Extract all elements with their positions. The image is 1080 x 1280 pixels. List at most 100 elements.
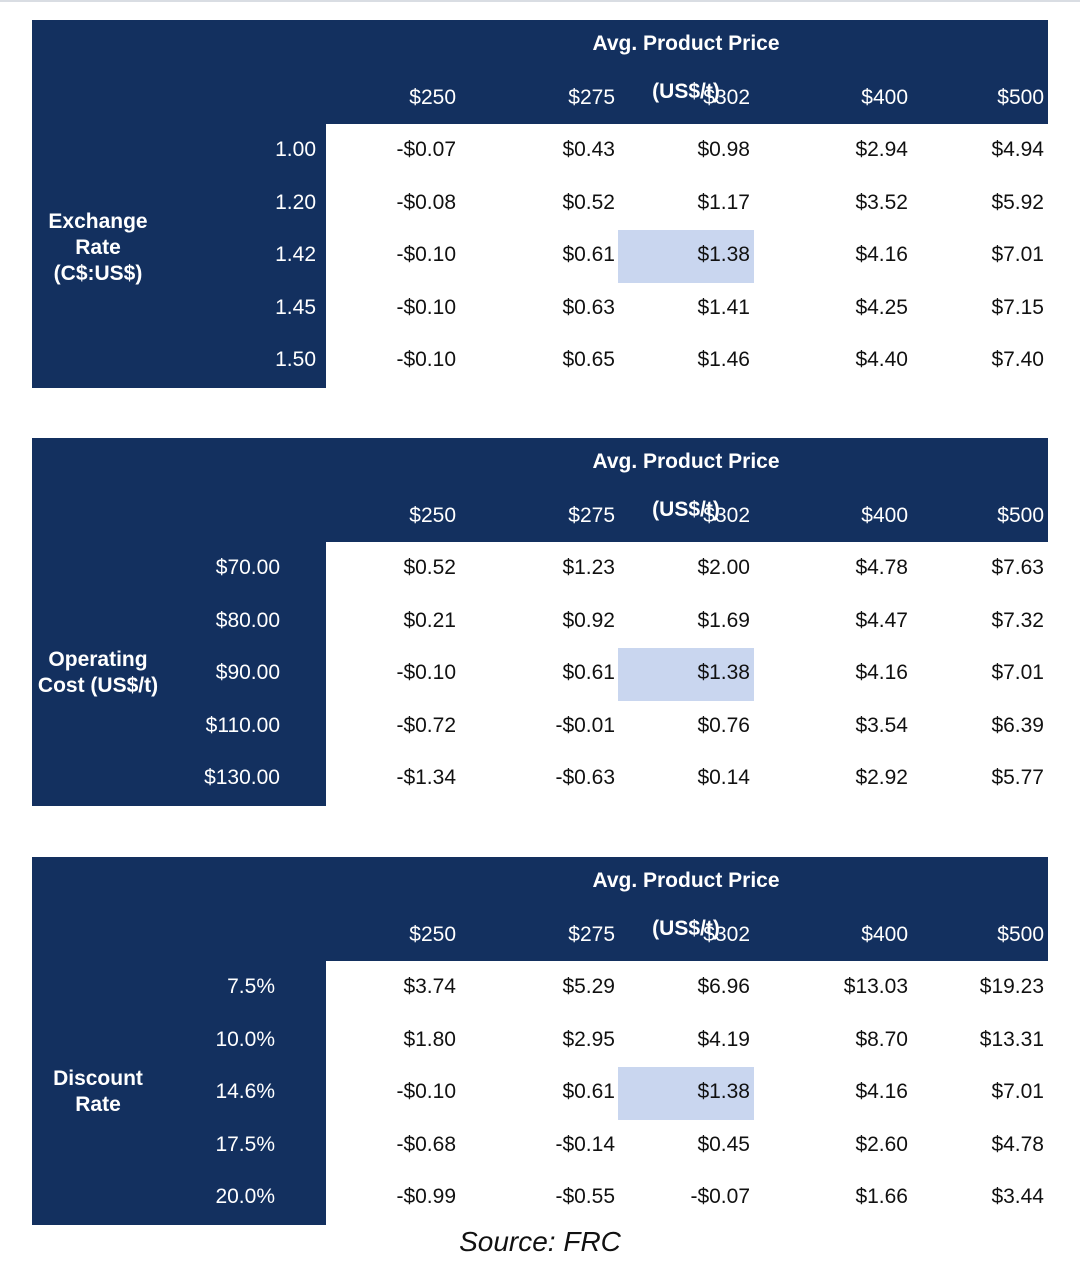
table-header-title: Avg. Product Price (US$/t) [592, 869, 780, 940]
table-cell: $0.61 [562, 661, 615, 684]
table-cell: $0.98 [697, 138, 750, 161]
table-cell: $19.23 [979, 975, 1044, 998]
column-header: $400 [861, 504, 908, 527]
column-header: $500 [997, 923, 1044, 946]
table-cell: $5.77 [991, 766, 1044, 789]
table-cell: $0.61 [562, 1080, 615, 1103]
table-cell: -$0.63 [555, 766, 615, 789]
table-cell: -$0.14 [555, 1132, 615, 1156]
table-cell: $7.40 [991, 348, 1044, 371]
table-cell: $3.74 [403, 975, 456, 998]
table-cell: $0.76 [697, 713, 750, 737]
row-label-band [32, 961, 326, 1225]
source-note: Source: FRC [459, 1226, 621, 1257]
group-label-line: (C$:US$) [53, 262, 143, 285]
table-cell: $6.39 [991, 713, 1044, 737]
table-cell: $1.23 [562, 556, 615, 579]
table-cell: -$0.07 [396, 138, 456, 161]
table-cell: $4.78 [991, 1132, 1044, 1156]
table-cell: $1.38 [697, 243, 750, 266]
row-label: 7.5% [227, 975, 275, 998]
table-cell: $1.80 [403, 1027, 456, 1051]
column-header: $250 [409, 86, 456, 109]
row-label: $80.00 [215, 608, 280, 632]
table-cell: -$0.10 [396, 295, 456, 319]
table-cell: $0.63 [562, 295, 615, 319]
sensitivity-table: Avg. Product Price (US$/t) $250 $275 $302 $4… [32, 20, 1048, 388]
table-cell: $13.31 [979, 1027, 1044, 1051]
table-cell: $3.54 [855, 713, 908, 737]
table-cell: $7.63 [991, 556, 1044, 579]
group-label-line: Rate [75, 1093, 121, 1116]
table-cell: $4.25 [855, 295, 908, 319]
table-cell: $1.17 [697, 190, 750, 214]
row-label: 1.42 [275, 243, 316, 266]
table-cell: $4.19 [697, 1027, 750, 1051]
group-label-line: Discount [53, 1067, 143, 1090]
base-case-highlight [618, 1067, 754, 1120]
table-cell: $4.78 [855, 556, 908, 579]
table-cell: $0.61 [562, 243, 615, 266]
table-cell: $0.43 [562, 138, 615, 161]
table-cell: -$0.68 [396, 1132, 456, 1156]
table-cell: $13.03 [843, 975, 908, 998]
row-label: 10.0% [215, 1027, 275, 1051]
column-header: $250 [409, 504, 456, 527]
column-header: $250 [409, 923, 456, 946]
row-label: $70.00 [215, 556, 280, 579]
table-cell: $2.60 [855, 1132, 908, 1156]
table-cell: $4.47 [855, 608, 908, 632]
table-cell: $0.45 [697, 1132, 750, 1156]
table-cell: $0.14 [697, 766, 750, 789]
table-cell: -$0.10 [396, 243, 456, 266]
row-label-band [32, 124, 326, 388]
column-header: $500 [997, 86, 1044, 109]
row-label-band [32, 542, 326, 806]
table-cell: -$0.07 [690, 1185, 750, 1208]
table-cell: -$0.01 [555, 713, 615, 737]
header-band [32, 20, 1048, 124]
row-label: 1.45 [275, 295, 316, 319]
header-band [32, 857, 1048, 961]
group-label: Operating Cost (US$/t) [32, 647, 164, 699]
group-label-line: Exchange [48, 210, 148, 233]
row-label: 1.20 [275, 190, 316, 214]
table-cell: $0.65 [562, 348, 615, 371]
sensitivity-table: Avg. Product Price (US$/t) $250 $275 $302 $4… [32, 438, 1048, 806]
column-header: $400 [861, 86, 908, 109]
base-case-highlight [618, 648, 754, 701]
column-header: $275 [568, 923, 615, 946]
table-cell: $1.69 [697, 608, 750, 632]
row-label: 1.50 [275, 348, 316, 371]
table-cell: -$0.55 [555, 1185, 615, 1208]
group-label-line: Cost (US$/t) [37, 674, 159, 697]
table-cell: $1.38 [697, 1080, 750, 1103]
table-cell: $7.32 [991, 608, 1044, 632]
table-cell: -$0.72 [396, 713, 456, 737]
table-cell: $0.52 [403, 556, 456, 579]
table-cell: $7.01 [991, 1080, 1044, 1103]
row-label: $90.00 [215, 661, 280, 684]
column-header: $302 [703, 923, 750, 946]
table-cell: -$0.10 [396, 661, 456, 684]
group-label-line: Operating [48, 648, 148, 671]
table-cell: $1.46 [697, 348, 750, 371]
group-label: Discount Rate [32, 1066, 164, 1118]
row-label: 1.00 [275, 138, 316, 161]
table-cell: $6.96 [697, 975, 750, 998]
table-cell: -$0.99 [396, 1185, 456, 1208]
table-cell: -$0.10 [396, 348, 456, 371]
table-cell: $4.16 [855, 661, 908, 684]
table-cell: $5.29 [562, 975, 615, 998]
table-cell: $4.40 [855, 348, 908, 371]
table-cell: $5.92 [991, 190, 1044, 214]
row-label: 14.6% [215, 1080, 275, 1103]
table-cell: $4.94 [991, 138, 1044, 161]
table-cell: $2.94 [855, 138, 908, 161]
row-label: 20.0% [215, 1185, 275, 1208]
sensitivity-table: Avg. Product Price (US$/t) $250 $275 $302 $4… [32, 857, 1048, 1225]
table-cell: $1.66 [855, 1185, 908, 1208]
column-header: $500 [997, 504, 1044, 527]
table-cell: $1.41 [697, 295, 750, 319]
table-cell: $8.70 [855, 1027, 908, 1051]
